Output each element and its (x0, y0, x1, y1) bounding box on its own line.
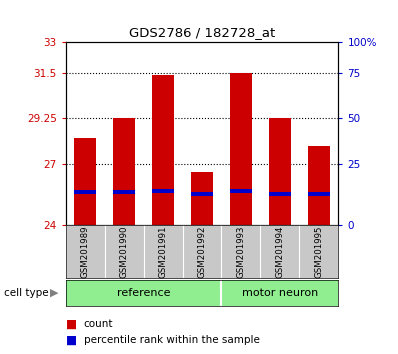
Bar (66, 280, 221, 306)
Bar (113, 190, 135, 194)
Text: count: count (84, 319, 113, 329)
Bar (269, 119, 291, 225)
Text: GSM201989: GSM201989 (81, 225, 90, 278)
Bar (230, 73, 252, 225)
Bar (74, 190, 96, 194)
Text: ▶: ▶ (50, 288, 58, 298)
Bar (152, 75, 174, 225)
Text: ■: ■ (66, 333, 77, 346)
Bar (113, 119, 135, 225)
Text: percentile rank within the sample: percentile rank within the sample (84, 335, 259, 345)
Bar (308, 146, 330, 225)
Bar (152, 189, 174, 193)
Text: GSM201995: GSM201995 (314, 225, 323, 278)
Bar (221, 280, 338, 306)
Text: motor neuron: motor neuron (242, 288, 318, 298)
Text: GSM201990: GSM201990 (119, 225, 129, 278)
Text: ■: ■ (66, 318, 77, 330)
Bar (74, 138, 96, 225)
Text: GSM201991: GSM201991 (158, 225, 168, 278)
Text: cell type: cell type (4, 288, 49, 298)
Bar (191, 192, 213, 196)
Text: GSM201992: GSM201992 (197, 225, 207, 278)
Text: GSM201994: GSM201994 (275, 225, 285, 278)
Bar (269, 192, 291, 196)
Text: GSM201993: GSM201993 (236, 225, 246, 278)
Title: GDS2786 / 182728_at: GDS2786 / 182728_at (129, 25, 275, 39)
Bar (230, 189, 252, 193)
Bar (191, 172, 213, 225)
Bar (308, 192, 330, 196)
Text: reference: reference (117, 288, 170, 298)
